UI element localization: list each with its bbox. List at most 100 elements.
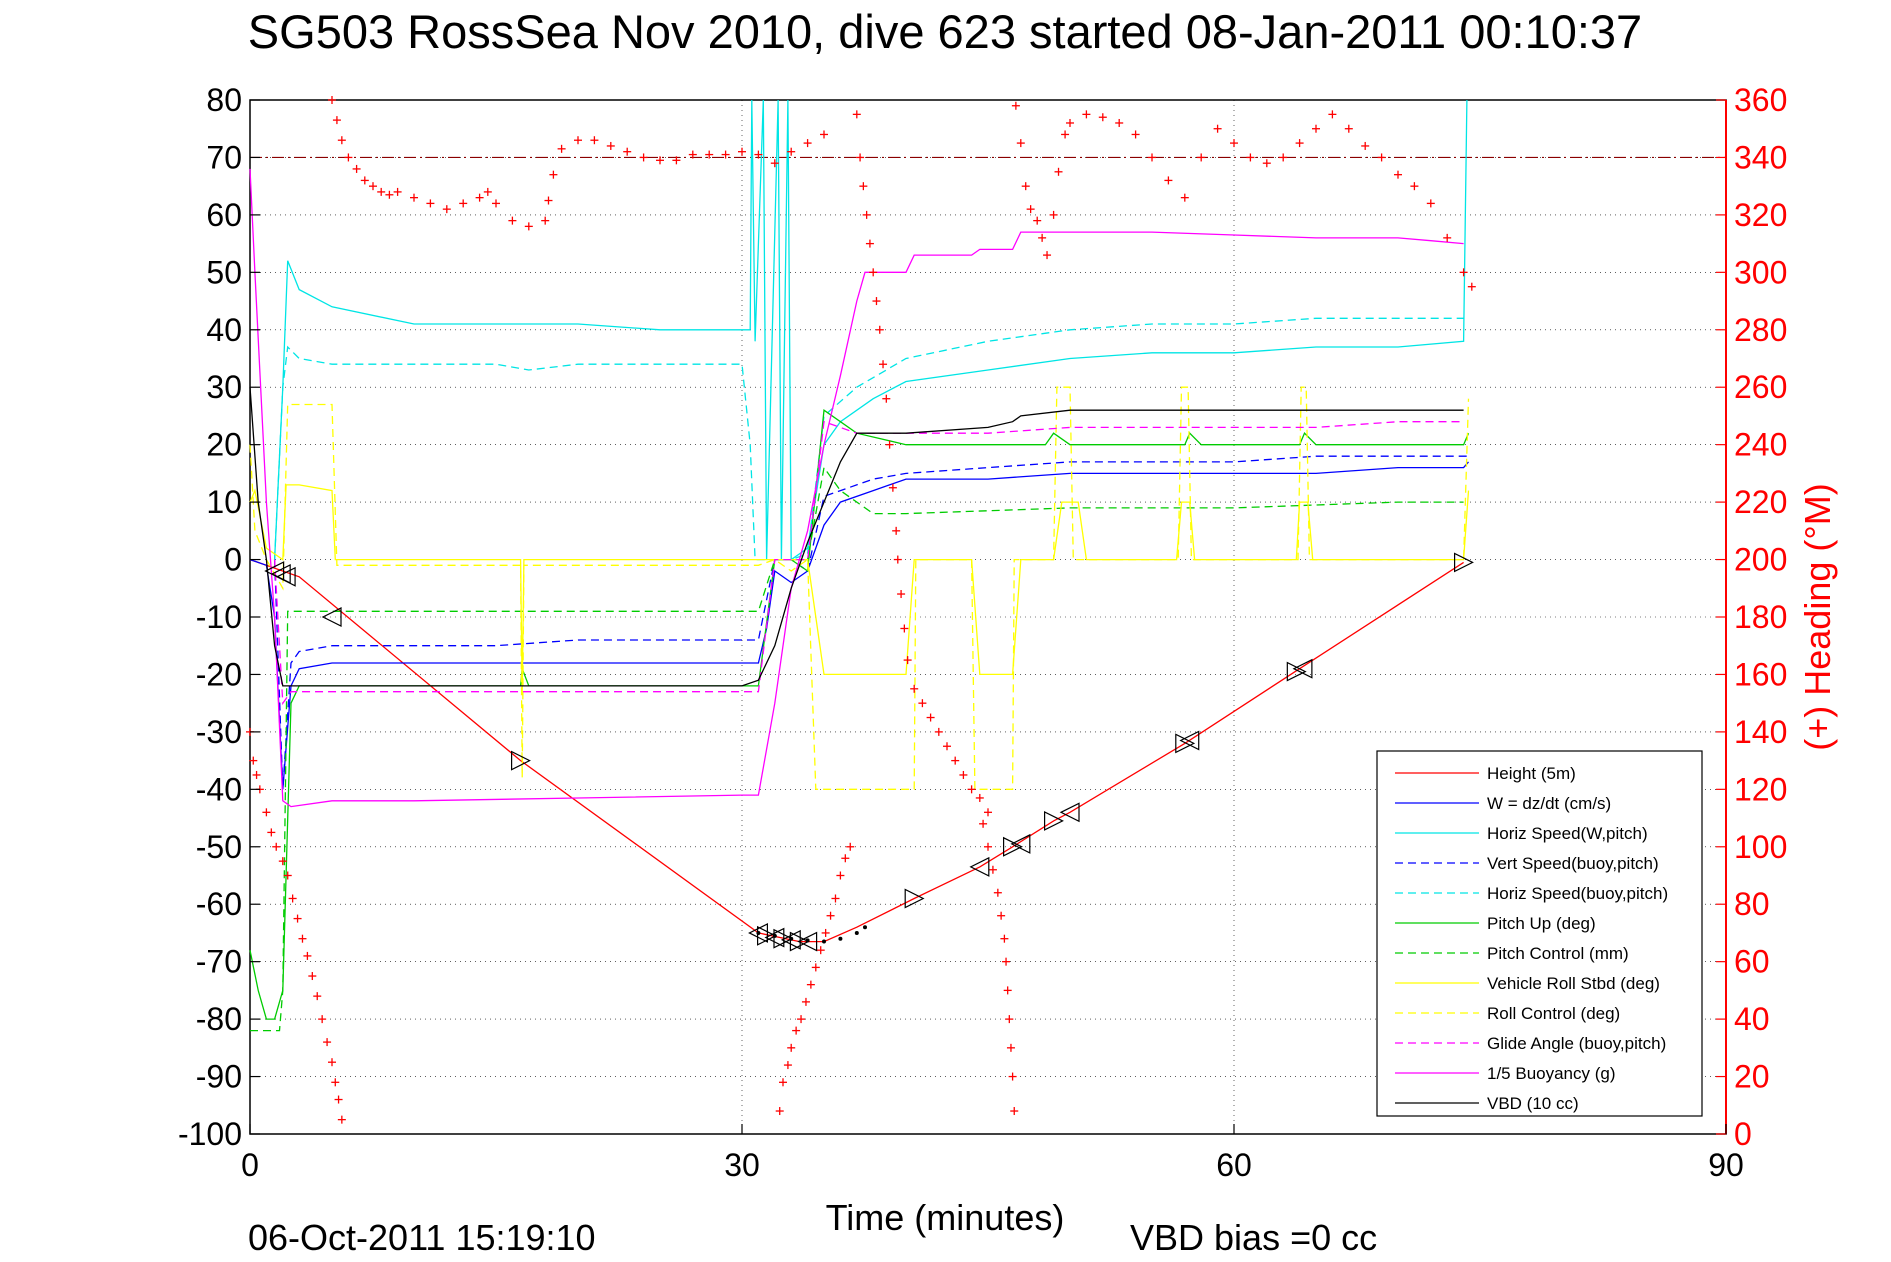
heading-point: [1180, 193, 1189, 202]
heading-point: [590, 136, 599, 145]
heading-point: [806, 980, 815, 989]
heading-point: [1361, 141, 1370, 150]
heading-point: [1005, 1015, 1014, 1024]
heading-point: [272, 842, 281, 851]
series-line-10: [249, 168, 1464, 808]
heading-point: [900, 624, 909, 633]
heading-point: [410, 193, 418, 202]
heading-point: [893, 555, 902, 564]
heading-point: [779, 1078, 787, 1087]
heading-point: [557, 144, 566, 153]
heading-point: [865, 239, 874, 248]
heading-point: [869, 268, 878, 277]
heading-point: [821, 928, 830, 937]
heading-point: [775, 1107, 784, 1116]
legend-label: Pitch Up (deg): [1487, 914, 1596, 933]
heading-point: [1459, 268, 1468, 277]
heading-point: [249, 756, 258, 765]
heading-point: [1016, 139, 1025, 148]
heading-point: [836, 871, 845, 880]
direction-marker: [1453, 552, 1474, 573]
heading-point: [303, 951, 312, 960]
legend-label: Roll Control (deg): [1487, 1004, 1620, 1023]
heading-point: [1010, 1107, 1019, 1116]
heading-point: [967, 785, 976, 794]
direction-marker: [789, 931, 810, 952]
heading-point: [344, 153, 353, 162]
legend-label: Vehicle Roll Stbd (deg): [1487, 974, 1660, 993]
bottom-point: [863, 925, 867, 930]
right-axis-label: (+) Heading (°M): [1797, 483, 1838, 750]
heading-point: [337, 1115, 346, 1124]
right-axis-ticks: 3603403203002802602402202001801601401201…: [1716, 82, 1787, 1152]
right-tick-label: 40: [1734, 1001, 1770, 1037]
direction-marker: [764, 927, 785, 948]
heading-point: [879, 360, 888, 369]
direction-markers: [264, 552, 1474, 952]
left-tick-label: 40: [206, 312, 242, 348]
heading-point: [1002, 957, 1011, 966]
series-line-5: [249, 409, 1470, 1020]
heading-points: [246, 96, 1476, 1124]
left-tick-label: 50: [206, 254, 242, 290]
heading-point: [483, 187, 492, 196]
heading-point: [308, 972, 317, 981]
heading-point: [934, 727, 943, 736]
left-tick-label: 10: [206, 484, 242, 520]
heading-point: [1328, 110, 1337, 119]
direction-marker: [1179, 730, 1200, 751]
heading-point: [770, 159, 779, 168]
heading-point: [1082, 110, 1091, 119]
heading-point: [1006, 1043, 1015, 1052]
x-tick-label: 0: [241, 1147, 259, 1183]
heading-point: [816, 946, 825, 955]
legend-label: Vert Speed(buoy,pitch): [1487, 854, 1659, 873]
heading-point: [926, 713, 935, 722]
heading-point: [442, 205, 451, 214]
heading-point: [797, 1015, 806, 1024]
direction-marker: [1059, 802, 1080, 823]
heading-point: [1003, 986, 1012, 995]
heading-point: [369, 182, 377, 191]
series-line-8: [249, 386, 1470, 790]
heading-point: [1066, 118, 1074, 127]
right-tick-label: 120: [1734, 771, 1787, 807]
heading-point: [656, 156, 664, 165]
heading-point: [331, 1078, 340, 1087]
right-tick-label: 160: [1734, 656, 1787, 692]
heading-point: [337, 136, 346, 145]
heading-point: [1098, 113, 1107, 122]
x-tick-label: 30: [724, 1147, 760, 1183]
heading-point: [820, 130, 828, 139]
heading-point: [328, 1058, 336, 1067]
heading-point: [639, 153, 648, 162]
direction-marker: [904, 888, 925, 909]
heading-point: [360, 176, 369, 185]
heading-point: [783, 1061, 792, 1070]
heading-point: [872, 297, 881, 306]
x-tick-label: 60: [1216, 1147, 1252, 1183]
heading-point: [979, 819, 988, 828]
heading-point: [313, 992, 322, 1001]
heading-point: [1038, 233, 1047, 242]
heading-point: [951, 756, 960, 765]
heading-point: [918, 699, 927, 708]
legend-label: Horiz Speed(buoy,pitch): [1487, 884, 1668, 903]
heading-point: [897, 590, 906, 599]
heading-point: [910, 684, 919, 693]
heading-point: [1049, 210, 1058, 219]
heading-point: [293, 914, 302, 923]
legend-box: [1376, 750, 1703, 1117]
right-tick-label: 280: [1734, 312, 1787, 348]
heading-point: [459, 199, 468, 208]
heading-point: [1061, 130, 1070, 139]
right-tick-label: 60: [1734, 944, 1770, 980]
heading-point: [1033, 216, 1042, 225]
right-tick-label: 260: [1734, 369, 1787, 405]
right-tick-label: 100: [1734, 829, 1787, 865]
heading-point: [892, 526, 901, 535]
direction-marker: [1010, 833, 1031, 854]
heading-point: [721, 150, 730, 159]
heading-point: [606, 141, 615, 150]
